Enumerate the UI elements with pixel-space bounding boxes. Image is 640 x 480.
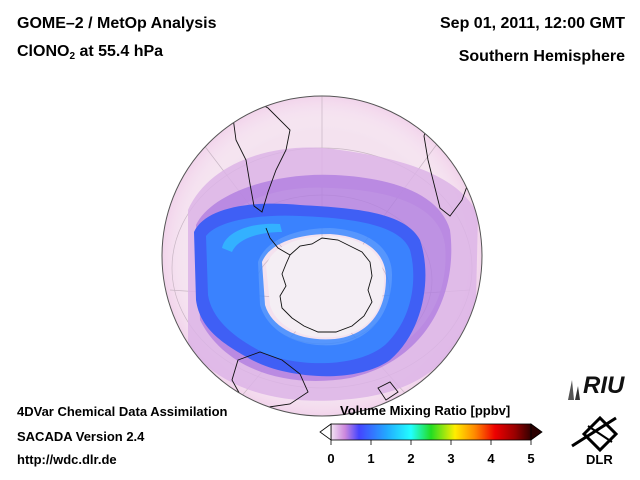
dlr-logo-text: DLR [586,452,613,467]
globe-outline [161,95,483,417]
riu-logo-text: RIU [583,372,625,399]
species-name: ClONO [17,43,70,60]
polar-core [266,236,384,338]
riu-logo [568,380,580,400]
footer-version: SACADA Version 2.4 [17,429,145,444]
analysis-title: GOME–2 / MetOp Analysis [17,15,217,32]
colorbar-title: Volume Mixing Ratio [ppbv] [340,403,511,418]
light-blue-ring [206,215,414,364]
colorbar-max-arrow [530,423,543,441]
colorbar-min-arrow [319,423,332,441]
species-subscript: 2 [69,51,76,62]
colorbar-tick-label: 0 [327,451,335,466]
colorbar-tick-label: 5 [527,451,535,466]
colorbar-gradient [330,423,532,441]
south-america-outline [231,97,291,213]
date-label: Sep 01, 2011, 12:00 GMT [440,15,625,32]
footer-url[interactable]: http://wdc.dlr.de [17,452,117,467]
region-label: Southern Hemisphere [458,48,625,65]
colorbar-tick-label: 4 [487,451,495,466]
colorbar-tick-label: 2 [407,451,415,466]
colorbar [319,423,543,445]
antarctica-outline [279,237,373,333]
colorbar-tick-label: 3 [447,451,455,466]
dlr-logo [571,415,619,453]
globe [162,96,482,416]
pressure-level: at 55.4 hPa [75,43,164,60]
species-title: ClONO2 at 55.4 hPa [17,43,163,62]
colorbar-tick-label: 1 [367,451,375,466]
footer-method: 4DVar Chemical Data Assimilation [17,404,228,419]
new-zealand-outline [377,381,399,401]
australia-outline [231,351,309,409]
